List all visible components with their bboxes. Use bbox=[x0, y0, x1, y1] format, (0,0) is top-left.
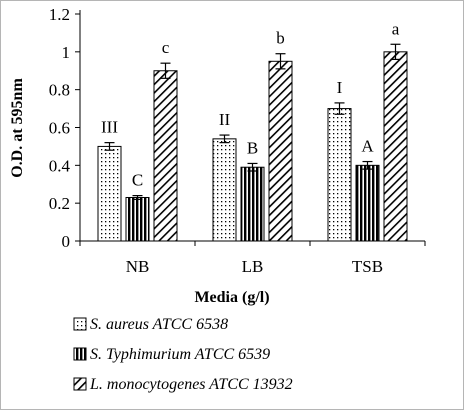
y-tick-label: 1.2 bbox=[49, 5, 70, 24]
significance-label: c bbox=[162, 38, 170, 57]
bars: III Cc II Bb I Aa bbox=[97, 19, 408, 242]
bar bbox=[240, 166, 265, 242]
legend-swatch bbox=[73, 317, 87, 331]
significance-label: III bbox=[101, 118, 118, 137]
x-category-label: LB bbox=[242, 257, 264, 276]
significance-label: b bbox=[276, 29, 285, 48]
significance-label: a bbox=[392, 19, 400, 38]
bar bbox=[212, 138, 237, 242]
y-tick-label: 0 bbox=[62, 232, 71, 251]
y-tick-label: 0.6 bbox=[49, 119, 70, 138]
bar bbox=[97, 145, 122, 242]
significance-label: II bbox=[219, 110, 231, 129]
axes: 0 0.2 0.4 0.6 0.8 1 1.2 NB LB TSB bbox=[49, 5, 426, 276]
significance-label: I bbox=[337, 78, 343, 97]
legend-swatch bbox=[73, 377, 87, 391]
y-tick-label: 1 bbox=[62, 43, 71, 62]
x-axis-title: Media (g/l) bbox=[194, 289, 269, 306]
y-tick-label: 0.8 bbox=[49, 81, 70, 100]
bar bbox=[268, 60, 293, 242]
bar bbox=[327, 108, 352, 242]
x-category-label: TSB bbox=[352, 257, 383, 276]
x-category-label: NB bbox=[126, 257, 150, 276]
y-tick-label: 0.4 bbox=[49, 156, 71, 175]
bar bbox=[383, 51, 408, 242]
bar bbox=[125, 196, 150, 242]
significance-label: B bbox=[247, 138, 258, 157]
significance-label: A bbox=[361, 137, 374, 156]
legend-label: L. monocytogenes ATCC 13932 bbox=[89, 376, 293, 393]
significance-label: C bbox=[132, 171, 143, 190]
legend-swatch bbox=[73, 347, 87, 361]
legend-label: S. aureus ATCC 6538 bbox=[90, 316, 228, 333]
y-axis-title: O.D. at 595nm bbox=[9, 78, 26, 178]
bar bbox=[153, 70, 178, 242]
y-tick-label: 0.2 bbox=[49, 194, 70, 213]
legend: S. aureus ATCC 6538 S. Typhimurium ATCC 6… bbox=[73, 316, 293, 393]
legend-label: S. Typhimurium ATCC 6539 bbox=[90, 346, 270, 363]
bar bbox=[355, 164, 380, 242]
